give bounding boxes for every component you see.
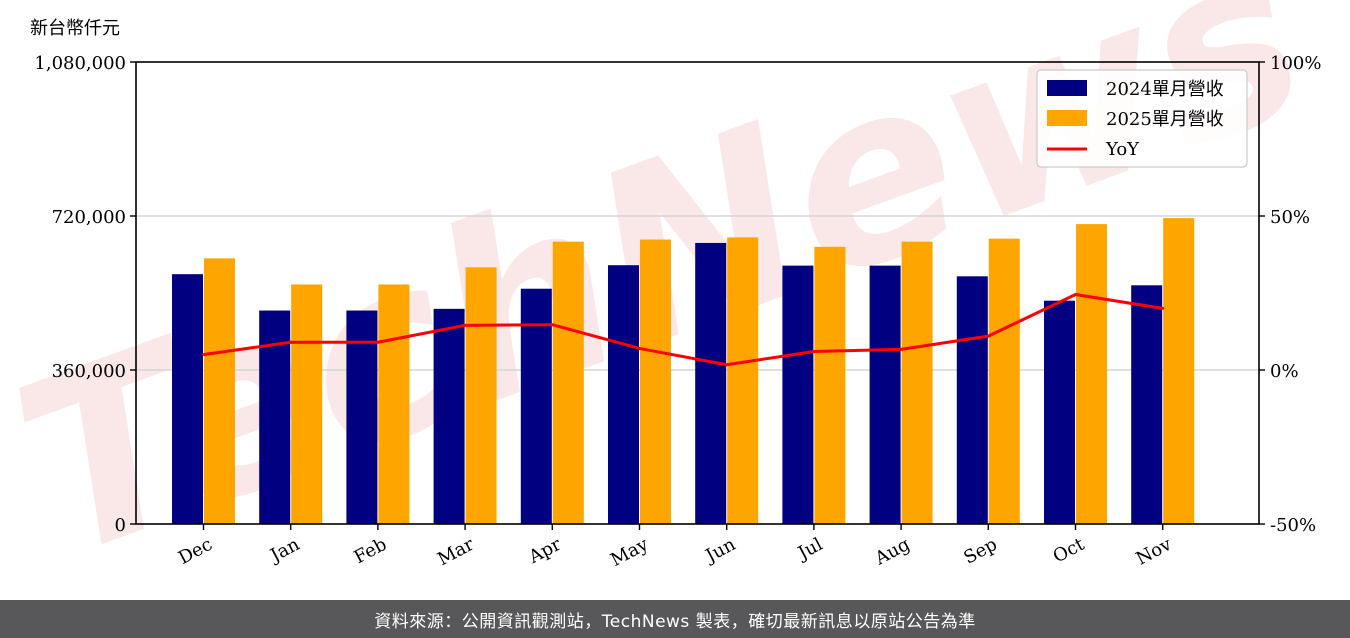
bar-2025-may <box>640 239 671 524</box>
bar-2024-jul <box>782 265 814 524</box>
yoy-point-may <box>638 346 641 350</box>
x-tick-label-aug: Aug <box>871 534 914 570</box>
yoy-point-nov <box>1161 306 1165 310</box>
y-axis-right: -50% 0% 50% 100% <box>1259 53 1321 536</box>
y-right-tick-label: 0% <box>1270 361 1299 382</box>
legend-label-2024: 2024單月營收 <box>1106 79 1224 100</box>
y-right-tick-label: 50% <box>1270 207 1310 228</box>
x-tick-label-oct: Oct <box>1050 534 1089 568</box>
bar-2025-mar <box>465 267 497 524</box>
bar-2024-nov <box>1131 285 1163 524</box>
yoy-line-layer <box>202 293 1165 367</box>
bar-2025-jun <box>727 237 759 524</box>
bar-2024-jun <box>695 242 727 524</box>
plot-frame <box>135 61 1260 525</box>
y-axis-left: 0 360,000 720,000 1,080,000 <box>34 53 136 536</box>
yoy-line <box>203 293 1163 367</box>
x-tick-label-may: May <box>607 533 652 570</box>
y-left-tick-label: 360,000 <box>52 361 126 382</box>
legend-label-yoy: YoY <box>1105 139 1140 160</box>
y-left-tick-label: 0 <box>115 515 126 536</box>
yoy-point-oct <box>1074 293 1077 297</box>
yoy-point-mar <box>463 323 467 327</box>
bar-2025-oct <box>1076 224 1107 524</box>
bar-2024-apr <box>520 288 552 524</box>
yoy-point-feb <box>376 340 380 344</box>
yoy-point-dec <box>202 353 205 357</box>
x-tick-label-mar: Mar <box>434 534 478 570</box>
y-right-tick-label: 100% <box>1270 53 1321 74</box>
yoy-point-apr <box>550 323 554 327</box>
yoy-point-jan <box>289 340 293 344</box>
legend-swatch-2025 <box>1047 110 1087 126</box>
x-tick-label-sep: Sep <box>960 534 1000 569</box>
legend-box <box>1036 69 1248 168</box>
bar-2025-dec <box>204 258 235 524</box>
legend: 2024單月營收 2025單月營收 YoY <box>1036 69 1248 168</box>
y-left-tick-label: 720,000 <box>52 207 126 228</box>
unit-label: 新台幣仟元 <box>30 18 120 39</box>
x-tick-label-jun: Jun <box>701 534 740 568</box>
source-footer: 資料來源：公開資訊觀測站，TechNews 製表，確切最新訊息以原站公告為準 <box>0 600 1350 638</box>
bar-2025-nov <box>1163 218 1195 524</box>
y-left-tick-label: 1,080,000 <box>34 53 126 74</box>
bar-2025-apr <box>552 241 584 524</box>
x-axis: Dec Jan Feb Mar Apr May Jun Jul Aug Sep Oct Nov <box>175 524 1176 571</box>
bar-2024-feb <box>346 310 378 524</box>
chart: TechNews 新台幣仟元 0360,000720,0001,080,000 … <box>0 0 1338 600</box>
bar-2024-oct <box>1044 300 1075 524</box>
legend-label-2025: 2025單月營收 <box>1106 109 1224 130</box>
bar-2025-feb <box>378 284 410 524</box>
bar-2025-jan <box>291 284 323 524</box>
y-right-tick-label: -50% <box>1270 515 1316 536</box>
yoy-point-sep <box>986 334 990 338</box>
bar-2024-aug <box>869 265 901 524</box>
bar-2025-jul <box>814 246 846 525</box>
bar-2025-aug <box>901 241 933 524</box>
x-tick-label-feb: Feb <box>351 534 391 568</box>
yoy-point-jul <box>812 350 816 354</box>
x-tick-label-apr: Apr <box>525 534 565 569</box>
yoy-point-aug <box>899 347 903 351</box>
legend-swatch-2024 <box>1047 80 1087 96</box>
bar-2024-sep <box>956 276 988 524</box>
yoy-point-jun <box>725 363 729 367</box>
bar-2024-dec <box>172 274 203 524</box>
bar-2024-mar <box>433 308 465 524</box>
bar-2025-sep <box>988 238 1020 524</box>
x-tick-label-nov: Nov <box>1133 533 1176 569</box>
x-tick-label-jul: Jul <box>793 534 827 565</box>
bar-2024-may <box>608 265 639 524</box>
